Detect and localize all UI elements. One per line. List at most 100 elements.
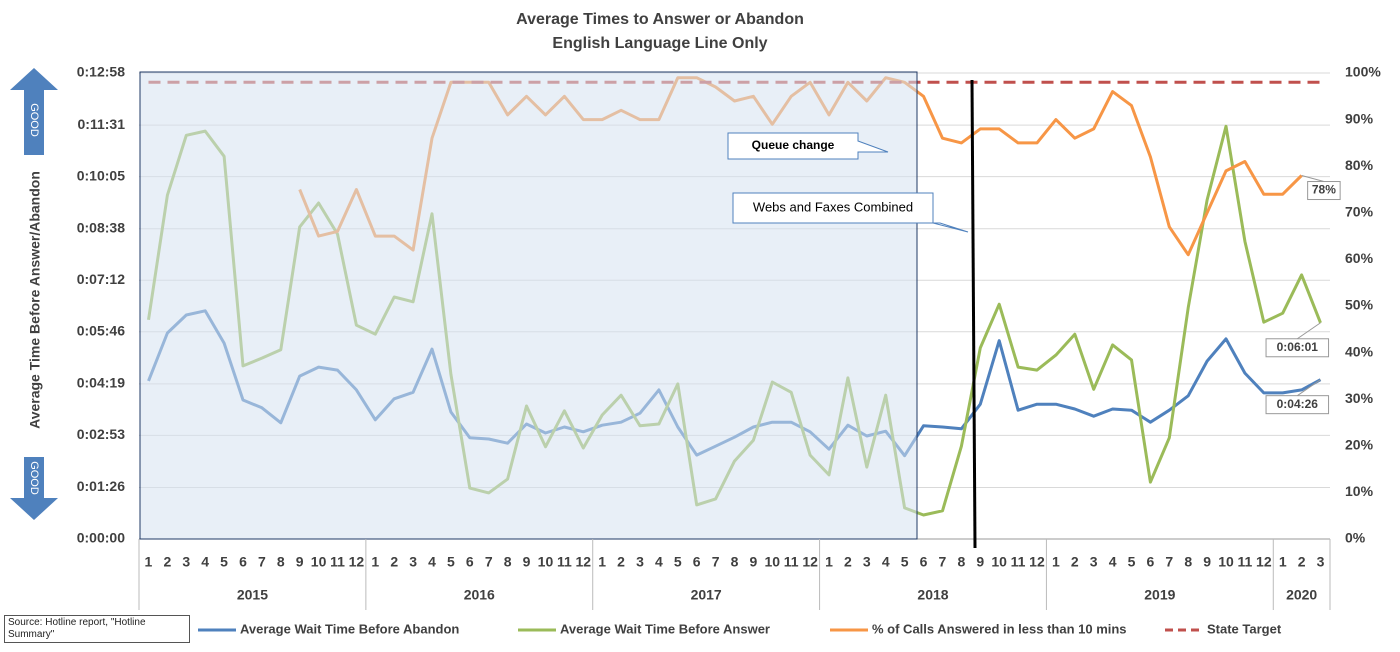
x-tick-label: 8 xyxy=(1184,554,1192,570)
y-tick-label: 0:04:19 xyxy=(77,375,125,391)
x-tick-label: 1 xyxy=(371,554,379,570)
x-tick-label: 4 xyxy=(655,554,663,570)
x-tick-label: 12 xyxy=(802,554,818,570)
x-tick-label: 1 xyxy=(1052,554,1060,570)
data-label: 0:04:26 xyxy=(1277,397,1319,411)
x-tick-label: 9 xyxy=(1203,554,1211,570)
year-label: 2019 xyxy=(1144,587,1175,603)
x-tick-label: 7 xyxy=(939,554,947,570)
label-leader xyxy=(1301,175,1325,183)
y-tick-label: 0:10:05 xyxy=(77,167,125,183)
x-tick-label: 7 xyxy=(1165,554,1173,570)
x-tick-label: 5 xyxy=(1128,554,1136,570)
x-tick-label: 3 xyxy=(409,554,417,570)
x-tick-label: 3 xyxy=(863,554,871,570)
x-tick-label: 3 xyxy=(1090,554,1098,570)
data-labels: 0:04:26 0:06:01 78% xyxy=(1265,175,1341,415)
good-arrow-up xyxy=(10,68,58,155)
x-tick-label: 10 xyxy=(538,554,554,570)
x-tick-label: 7 xyxy=(712,554,720,570)
x-tick-label: 7 xyxy=(485,554,493,570)
x-tick-label: 1 xyxy=(598,554,606,570)
x-tick-label: 12 xyxy=(1256,554,1272,570)
x-tick-label: 3 xyxy=(182,554,190,570)
x-tick-label: 10 xyxy=(311,554,327,570)
label-leader xyxy=(1297,322,1321,340)
x-tick-label: 10 xyxy=(765,554,781,570)
x-tick-label: 8 xyxy=(957,554,965,570)
x-tick-label: 12 xyxy=(575,554,591,570)
x-tick-label: 6 xyxy=(1147,554,1155,570)
y-tick-label: 0:07:12 xyxy=(77,271,125,287)
x-tick-label: 5 xyxy=(220,554,228,570)
queue-change-line xyxy=(970,79,977,549)
y2-tick-label: 30% xyxy=(1345,390,1374,406)
x-tick-label: 5 xyxy=(674,554,682,570)
x-tick-label: 8 xyxy=(731,554,739,570)
good-label: GOOD xyxy=(28,103,40,137)
x-tick-label: 12 xyxy=(349,554,365,570)
x-tick-label: 1 xyxy=(1279,554,1287,570)
x-tick-label: 4 xyxy=(201,554,209,570)
y2-tick-label: 0% xyxy=(1345,530,1366,546)
x-tick-label: 2 xyxy=(844,554,852,570)
x-tick-label: 5 xyxy=(447,554,455,570)
x-tick-label: 10 xyxy=(1218,554,1234,570)
x-tick-label: 1 xyxy=(825,554,833,570)
x-tick-label: 11 xyxy=(1238,554,1253,570)
x-tick-label: 8 xyxy=(504,554,512,570)
y2-tick-label: 50% xyxy=(1345,297,1374,313)
x-tick-label: 9 xyxy=(523,554,531,570)
x-tick-label: 3 xyxy=(1317,554,1325,570)
x-tick-label: 2 xyxy=(1298,554,1306,570)
y2-tick-label: 10% xyxy=(1345,483,1374,499)
label-box xyxy=(1265,338,1330,358)
label-box xyxy=(1307,181,1341,201)
y2-tick-label: 20% xyxy=(1345,437,1374,453)
callout xyxy=(727,132,889,160)
legend-label: Average Wait Time Before Answer xyxy=(560,621,770,636)
y2-tick-label: 60% xyxy=(1345,250,1374,266)
good-label: GOOD xyxy=(28,461,40,495)
chart-title: Average Times to Answer or Abandon xyxy=(516,11,804,28)
y2-tick-label: 70% xyxy=(1345,204,1374,220)
annotation: Queue change xyxy=(752,138,835,152)
x-tick-label: 3 xyxy=(636,554,644,570)
y-tick-label: 0:01:26 xyxy=(77,478,125,494)
legend-label: State Target xyxy=(1207,621,1282,636)
x-tick-label: 2 xyxy=(390,554,398,570)
x-tick-label: 12 xyxy=(1029,554,1045,570)
callout xyxy=(732,192,969,233)
year-label: 2016 xyxy=(464,587,495,603)
x-tick-label: 9 xyxy=(296,554,304,570)
x-tick-label: 9 xyxy=(976,554,984,570)
y-tick-label: 0:12:58 xyxy=(77,64,125,80)
chart-subtitle: English Language Line Only xyxy=(552,35,767,52)
y-axis-label: Average Time Before Answer/Abandon xyxy=(27,171,43,429)
year-label: 2020 xyxy=(1286,587,1317,603)
y-tick-label: 0:05:46 xyxy=(77,322,125,338)
y-tick-label: 0:08:38 xyxy=(77,219,125,235)
y-tick-label: 0:11:31 xyxy=(78,116,126,132)
year-label: 2017 xyxy=(691,587,722,603)
year-label: 2018 xyxy=(917,587,948,603)
annotation: Webs and Faxes Combined xyxy=(753,199,913,214)
x-tick-label: 8 xyxy=(277,554,285,570)
x-tick-label: 4 xyxy=(882,554,890,570)
y-tick-label: 0:02:53 xyxy=(77,426,125,442)
x-tick-label: 2 xyxy=(1071,554,1079,570)
x-tick-label: 9 xyxy=(750,554,758,570)
x-tick-label: 2 xyxy=(617,554,625,570)
x-tick-label: 7 xyxy=(258,554,266,570)
y-tick-label: 0:00:00 xyxy=(77,530,125,546)
x-tick-label: 6 xyxy=(920,554,928,570)
x-tick-label: 11 xyxy=(557,554,572,570)
label-box xyxy=(1265,395,1330,415)
label-leader xyxy=(1297,379,1321,397)
x-tick-label: 5 xyxy=(901,554,909,570)
x-tick-label: 6 xyxy=(239,554,247,570)
legend-label: % of Calls Answered in less than 10 mins xyxy=(872,621,1127,636)
x-tick-label: 4 xyxy=(428,554,436,570)
y2-tick-label: 80% xyxy=(1345,157,1374,173)
